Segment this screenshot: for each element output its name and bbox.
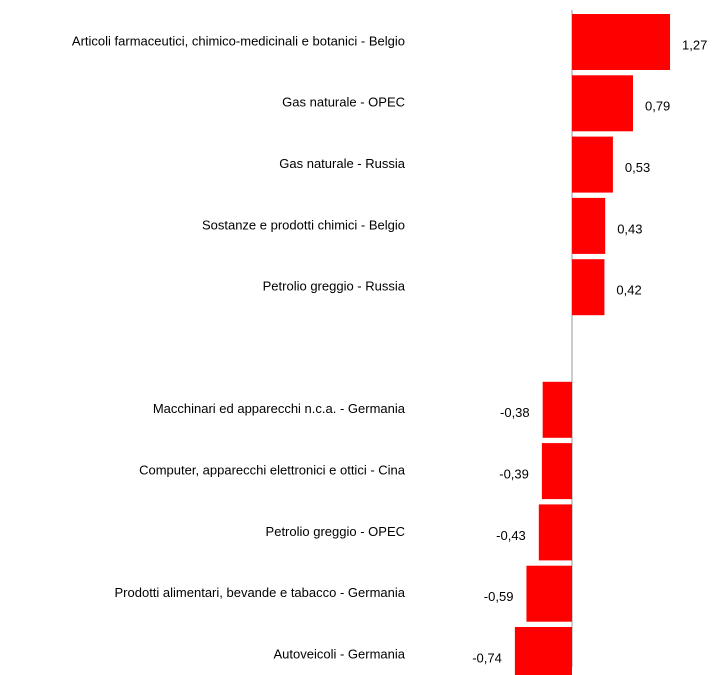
bar: [572, 75, 633, 132]
bar: [541, 443, 572, 500]
value-label: 0,53: [625, 160, 650, 175]
category-label: Articoli farmaceutici, chimico-medicinal…: [72, 33, 405, 48]
category-label: Prodotti alimentari, bevande e tabacco -…: [115, 585, 406, 600]
value-label: 1,27: [682, 37, 707, 52]
value-label: 0,43: [617, 221, 642, 236]
bar: [572, 259, 605, 316]
category-label: Gas naturale - OPEC: [282, 95, 405, 110]
value-label: -0,74: [472, 650, 502, 665]
value-label: 0,42: [616, 283, 641, 298]
value-label: -0,38: [500, 405, 530, 420]
bar: [526, 565, 572, 622]
category-label: Macchinari ed apparecchi n.c.a. - German…: [153, 401, 406, 416]
category-label: Petrolio greggio - Russia: [263, 279, 406, 294]
bar: [572, 197, 606, 254]
category-label: Computer, apparecchi elettronici e ottic…: [139, 463, 406, 478]
bar: [514, 627, 572, 675]
value-label: -0,39: [499, 467, 529, 482]
value-label: -0,43: [496, 528, 526, 543]
category-label: Gas naturale - Russia: [279, 156, 405, 171]
bar: [542, 381, 572, 438]
category-label: Autoveicoli - Germania: [274, 646, 406, 661]
value-label: -0,59: [484, 589, 514, 604]
bar: [572, 14, 671, 70]
category-label: Petrolio greggio - OPEC: [266, 524, 405, 539]
value-label: 0,79: [645, 99, 670, 114]
category-label: Sostanze e prodotti chimici - Belgio: [202, 217, 405, 232]
bar: [538, 504, 572, 561]
bar: [572, 136, 613, 193]
